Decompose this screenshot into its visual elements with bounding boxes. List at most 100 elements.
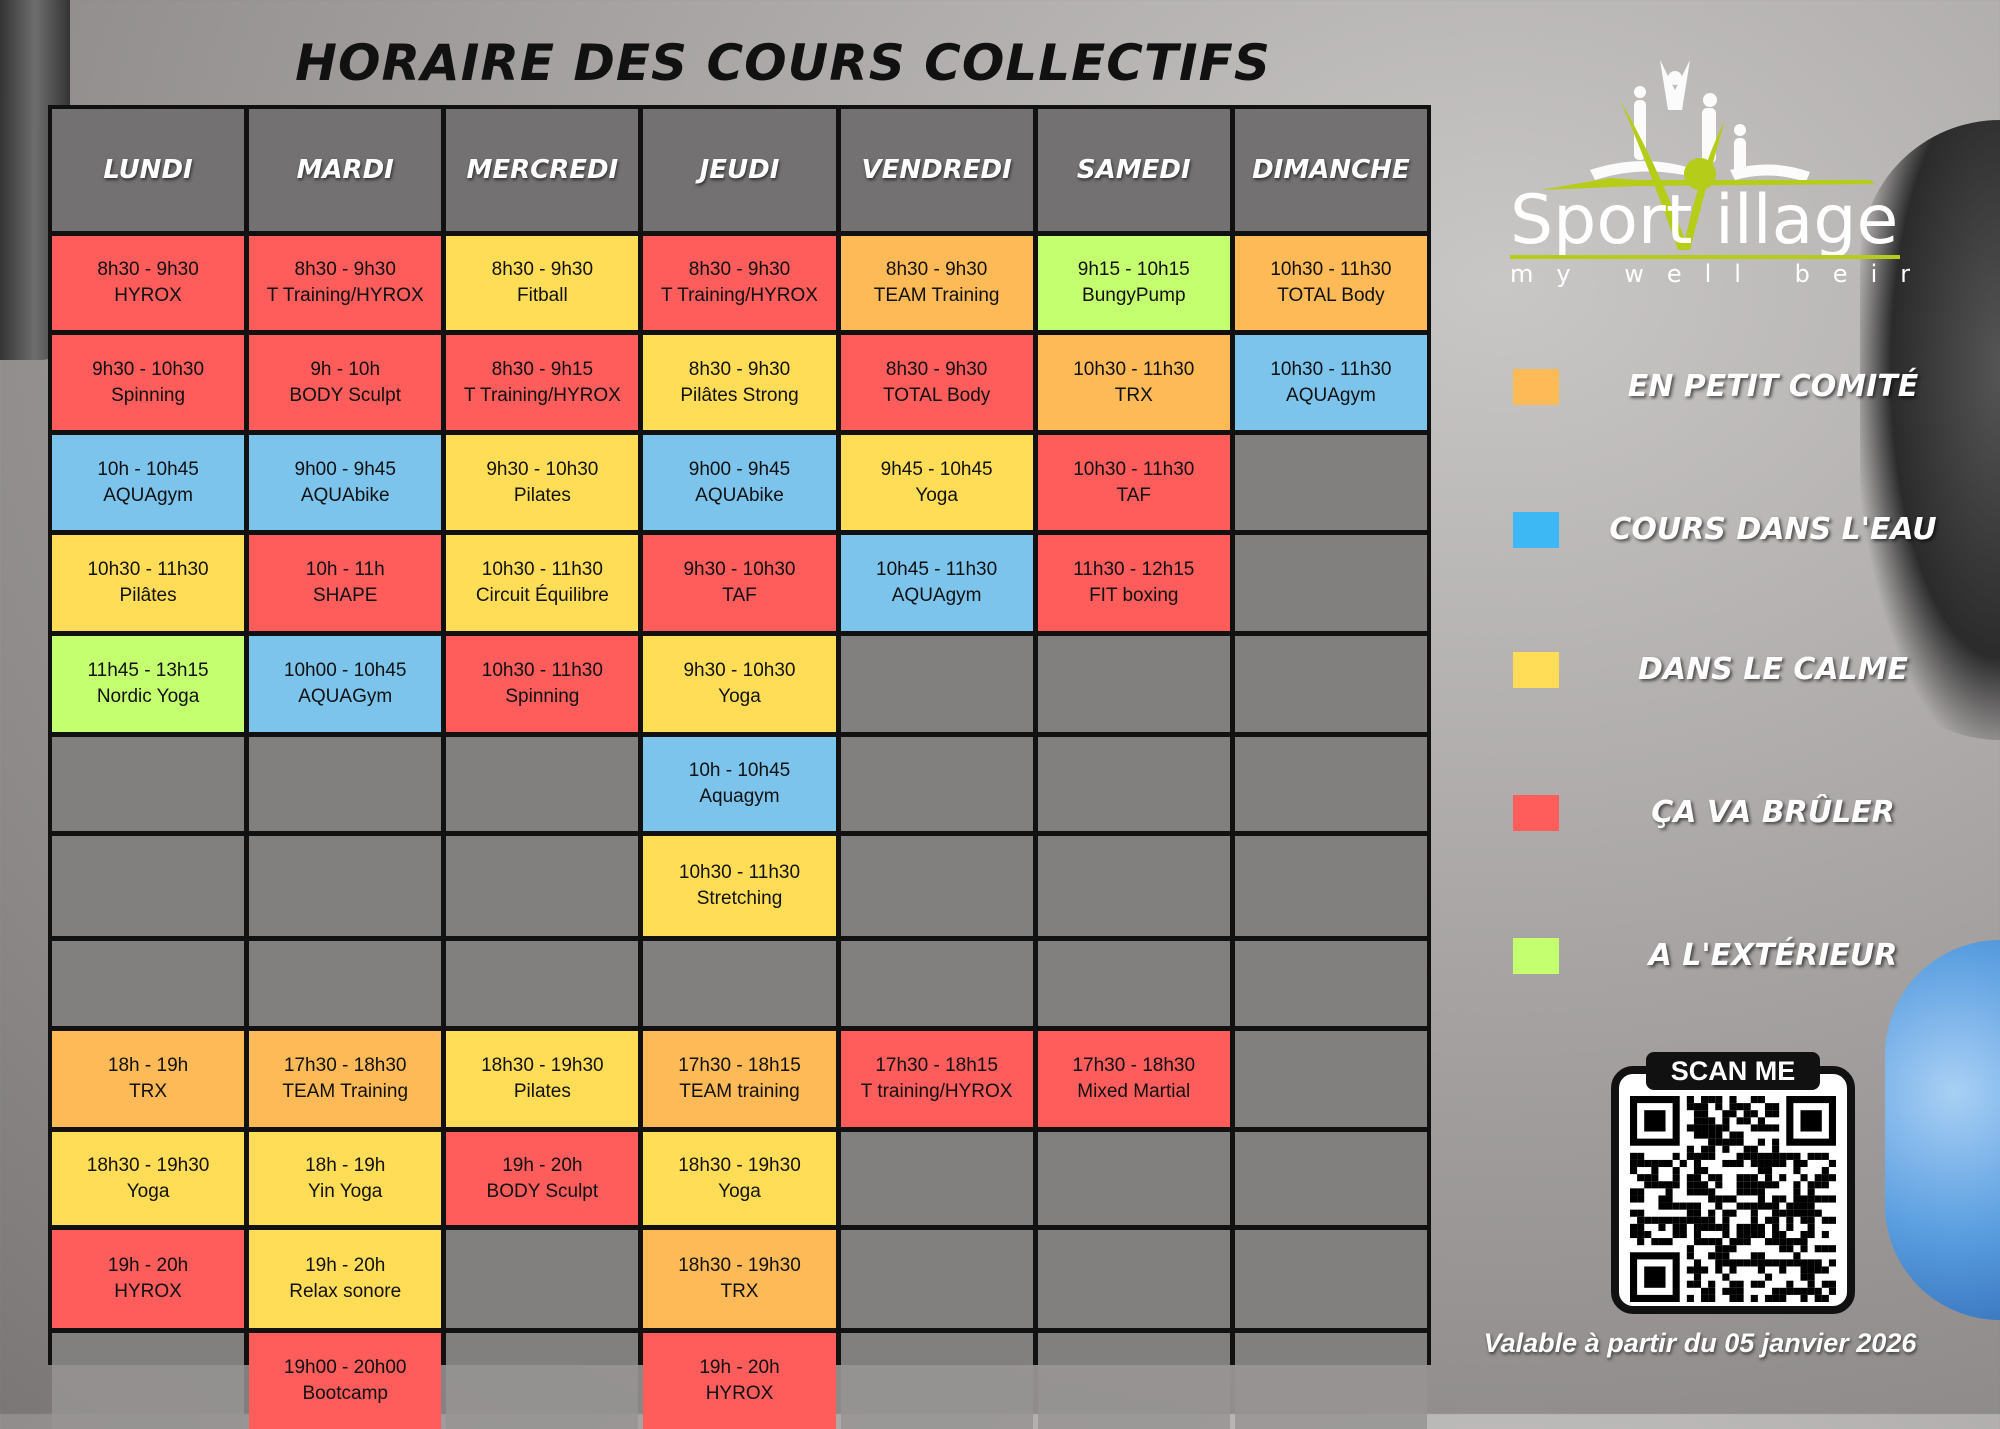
class-name: T Training/HYROX — [266, 285, 424, 306]
class-name: Spinning — [505, 686, 580, 707]
class-name: Yin Yoga — [308, 1180, 383, 1202]
legend-label: A L'EXTÉRIEUR — [1648, 938, 1898, 973]
class-name: Spinning — [111, 384, 186, 406]
class-time: 9h45 - 10h45 — [880, 458, 993, 480]
class-name: T Training/HYROX — [661, 285, 818, 306]
class-name: TOTAL Body — [882, 384, 991, 406]
class-time: 8h30 - 9h30 — [294, 259, 396, 280]
class-cell: 10h - 11h SHAPE — [249, 535, 442, 631]
legend-label: COURS DANS L'EAU — [1609, 512, 1937, 547]
class-cell: 9h30 - 10h30 Yoga — [643, 636, 836, 732]
empty-cell — [446, 1230, 639, 1328]
class-time: 8h30 - 9h30 — [97, 259, 199, 280]
class-name: T Training/HYROX — [463, 384, 621, 406]
legend-swatch — [1513, 652, 1559, 688]
empty-cell — [52, 836, 245, 936]
class-cell: 10h30 - 11h30 Pilâtes — [52, 535, 245, 631]
class-time: 18h - 19h — [107, 1055, 189, 1076]
class-cell: 10h30 - 11h30 Circuit Équilibre — [446, 535, 639, 631]
scan-me-label: SCAN ME — [1646, 1052, 1820, 1090]
class-time: 10h30 - 11h30 — [678, 862, 801, 883]
class-cell: 9h00 - 9h45 AQUAbike — [643, 435, 836, 530]
class-cell: 11h30 - 12h15 FIT boxing — [1037, 535, 1230, 631]
class-name: Pilates — [513, 1081, 571, 1102]
qr-code[interactable] — [1611, 1066, 1855, 1314]
empty-cell — [643, 941, 836, 1026]
legend-label: DANS LE CALME — [1637, 652, 1909, 687]
empty-cell — [1234, 1031, 1427, 1127]
empty-cell — [1234, 1333, 1427, 1429]
class-cell: 19h - 20h Relax sonore — [249, 1230, 442, 1328]
class-cell: 8h30 - 9h30 T Training/HYROX — [249, 236, 442, 330]
class-name: Mixed Martial — [1077, 1081, 1191, 1102]
empty-cell — [840, 737, 1033, 831]
class-time: 9h30 - 10h30 — [683, 559, 796, 580]
class-name: Pilâtes — [119, 585, 177, 606]
empty-cell — [1234, 636, 1427, 732]
class-name: SHAPE — [313, 585, 378, 606]
class-name: TAF — [722, 585, 757, 606]
class-time: 9h15 - 10h15 — [1077, 259, 1190, 280]
class-cell: 9h00 - 9h45 AQUAbike — [249, 435, 442, 530]
empty-cell — [52, 737, 245, 831]
class-cell: 19h - 20h HYROX — [643, 1333, 836, 1429]
empty-cell — [249, 836, 442, 936]
class-time: 19h - 20h — [305, 1255, 386, 1276]
class-cell: 18h - 19h TRX — [52, 1031, 245, 1127]
page-title: HORAIRE DES COURS COLLECTIFS — [295, 34, 1271, 92]
class-name: FIT boxing — [1089, 585, 1179, 606]
class-cell: 17h30 - 18h15 TEAM training — [643, 1031, 836, 1127]
empty-cell — [446, 737, 639, 831]
logo-text-illage: illage — [1715, 181, 1898, 260]
empty-cell — [1037, 737, 1230, 831]
legend-item: EN PETIT COMITÉ — [1513, 369, 1953, 415]
class-time: 19h - 20h — [502, 1154, 583, 1176]
class-time: 9h00 - 9h45 — [688, 458, 791, 480]
class-name: Yoga — [718, 686, 761, 707]
class-time: 8h30 - 9h30 — [491, 259, 594, 280]
class-name: HYROX — [114, 285, 182, 306]
legend-swatch — [1513, 512, 1559, 548]
class-time: 10h00 - 10h45 — [283, 660, 407, 681]
class-cell: 19h - 20h BODY Sculpt — [446, 1132, 639, 1225]
empty-cell — [446, 1333, 639, 1429]
class-cell: 10h45 - 11h30 AQUAgym — [840, 535, 1033, 631]
class-name: TOTAL Body — [1277, 285, 1385, 306]
legend-label: ÇA VA BRÛLER — [1651, 795, 1895, 830]
class-name: AQUAgym — [1286, 384, 1376, 406]
class-cell: 9h45 - 10h45 Yoga — [840, 435, 1033, 530]
logo-tagline: my well being — [1510, 260, 1910, 288]
class-name: Yoga — [126, 1180, 170, 1202]
class-cell: 17h30 - 18h15 T training/HYROX — [840, 1031, 1033, 1127]
class-name: Relax sonore — [289, 1281, 402, 1302]
class-cell: 18h30 - 19h30 Yoga — [52, 1132, 245, 1225]
class-time: 17h30 - 18h15 — [678, 1055, 801, 1076]
class-time: 8h30 - 9h30 — [885, 259, 988, 280]
class-cell: 10h00 - 10h45 AQUAGym — [249, 636, 442, 732]
class-time: 10h - 10h45 — [97, 458, 199, 480]
class-time: 10h - 11h — [305, 559, 385, 580]
class-time: 18h30 - 19h30 — [481, 1055, 604, 1076]
empty-cell — [1037, 1230, 1230, 1328]
class-time: 10h45 - 11h30 — [876, 559, 998, 580]
class-cell: 9h15 - 10h15 BungyPump — [1037, 236, 1230, 330]
empty-cell — [840, 1230, 1033, 1328]
class-name: HYROX — [114, 1281, 182, 1302]
empty-cell — [52, 1333, 245, 1429]
class-cell: 10h30 - 11h30 TAF — [1037, 435, 1230, 530]
class-cell: 9h30 - 10h30 Spinning — [52, 335, 245, 430]
class-time: 9h - 10h — [310, 358, 381, 380]
class-cell: 18h30 - 19h30 Pilates — [446, 1031, 639, 1127]
class-name: TRX — [129, 1081, 168, 1102]
empty-cell — [840, 636, 1033, 732]
class-name: Stretching — [696, 888, 783, 909]
empty-cell — [1234, 535, 1427, 631]
class-time: 19h - 20h — [699, 1357, 780, 1378]
class-cell: 9h30 - 10h30 TAF — [643, 535, 836, 631]
class-time: 18h30 - 19h30 — [86, 1154, 210, 1176]
class-name: TEAM Training — [282, 1081, 409, 1102]
class-name: TRX — [720, 1281, 759, 1302]
class-name: AQUAbike — [300, 484, 390, 506]
empty-cell — [1234, 836, 1427, 936]
class-time: 17h30 - 18h15 — [875, 1055, 998, 1076]
